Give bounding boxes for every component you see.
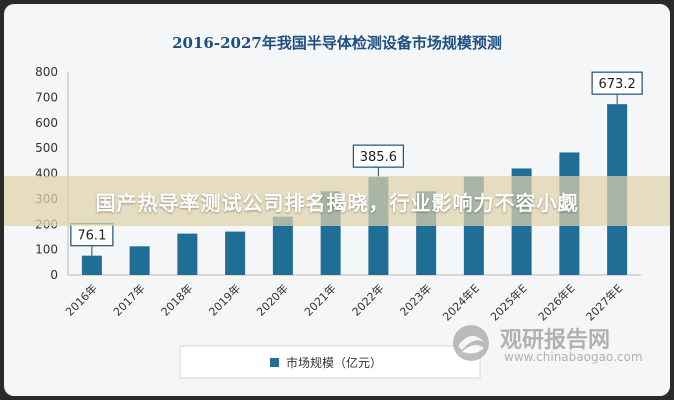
y-tick-label: 500 [35,141,58,155]
data-label-callout: 673.2 [591,71,643,105]
x-tick-labels: 2016年 2017年 2018年 2019年 2020年 2021年 2022年 2023年… [63,281,626,323]
y-tick-label: 600 [35,116,58,130]
x-tick-label: 2017年 [110,281,147,318]
brand-logo-icon [453,325,489,361]
x-tick-label: 2022年 [349,281,386,318]
x-tick-label: 2024年E [440,281,482,323]
watermark-brand-en: www.chinabaogao.com [504,350,643,364]
data-label-box [352,144,404,168]
y-tick-label: 700 [35,90,58,104]
x-tick-label: 2023年 [397,281,434,318]
overlay-banner[interactable]: 国产热导率测试公司排名揭晓，行业影响力不容小觑 [4,176,670,226]
legend: 市场规模（亿元） [179,345,481,379]
bar [129,246,150,275]
watermark-brand-cn: 观研报告网 [500,328,611,353]
data-label-box [591,71,643,95]
data-labels: 76.1 385.6 673.2 [70,71,643,256]
data-label-callout: 385.6 [352,144,404,178]
data-label: 673.2 [599,77,636,92]
y-tick-labels: 0100200300400500600700800 [35,65,58,282]
legend-swatch [270,358,279,367]
y-tick-label: 100 [35,243,58,257]
bar [225,231,246,275]
x-tick-label: 2020年 [254,281,291,318]
x-tick-label: 2021年 [301,281,338,318]
chart-title: 2016-2027年我国半导体检测设备市场规模预测 [172,34,502,52]
x-tick-label: 2018年 [158,281,195,318]
overlay-headline[interactable]: 国产热导率测试公司排名揭晓，行业影响力不容小觑 [95,190,579,215]
x-tick-label: 2019年 [206,281,243,318]
bar [177,233,198,275]
data-label-callout: 76.1 [70,223,114,256]
data-label: 385.6 [360,150,397,165]
x-tick-label: 2016年 [63,281,100,318]
x-tick-label: 2026年E [535,281,577,323]
legend-box [179,345,481,379]
data-label: 76.1 [77,229,106,244]
y-tick-label: 0 [50,268,58,282]
watermark: 观研报告网 www.chinabaogao.com [448,320,643,370]
y-tick-label: 800 [35,65,58,79]
bar [81,255,102,275]
x-tick-label: 2025年E [487,281,529,323]
x-tick-label: 2027年E [583,281,625,323]
legend-label: 市场规模（亿元） [286,355,382,370]
bar [272,216,293,275]
